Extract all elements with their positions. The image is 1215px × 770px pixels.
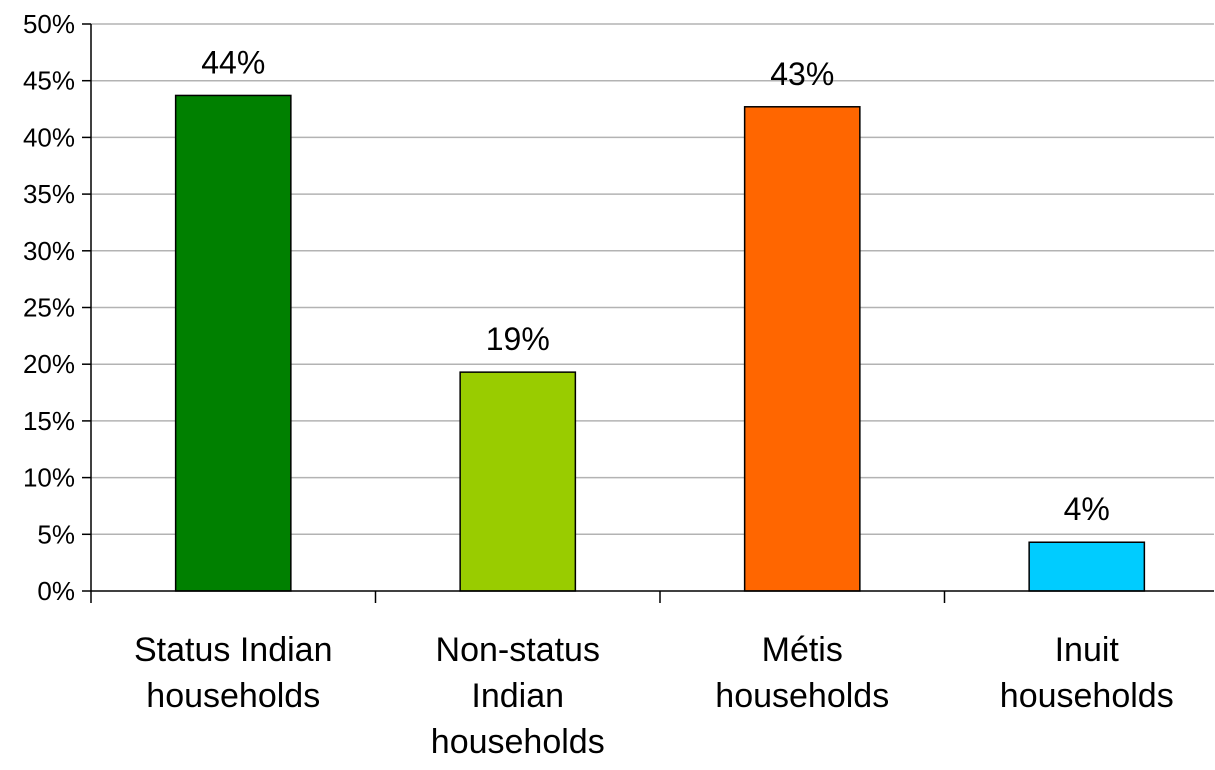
y-tick-label: 35% [23,179,75,209]
x-category-label-line: Non-status [436,631,600,669]
x-category-label-line: households [431,723,605,761]
x-category-label-line: households [146,677,320,715]
bars [174,94,1146,592]
x-category-label-line: Métis [762,631,843,669]
x-category-label-line: households [1000,677,1174,715]
data-label: 4% [1064,491,1110,527]
x-category-label: Status Indian households [134,631,332,715]
y-tick-label: 20% [23,349,75,379]
x-category-label-line: households [715,677,889,715]
x-category-label: Inuit households [1000,631,1174,715]
data-label: 19% [486,321,550,357]
x-category-label: Métis households [715,631,889,715]
y-tick-label: 15% [23,406,75,436]
y-tick-label: 45% [23,66,75,96]
bar [743,106,861,592]
bar [1028,541,1146,592]
y-tick-label: 50% [23,9,75,39]
axes [82,23,1214,603]
x-category-label-line: Status Indian [134,631,332,669]
y-tick-label: 0% [37,576,75,606]
y-tick-label: 5% [37,519,75,549]
labels: 0% 5% 10% 15% 20% 25% 30% 35% 40% 45% 50% 44% Status… [23,9,1174,761]
bar [174,94,292,592]
y-tick-label: 40% [23,122,75,152]
y-tick-label: 10% [23,463,75,493]
data-label: 44% [201,44,265,80]
y-tick-label: 25% [23,293,75,323]
x-category-label-line: Indian [471,677,564,715]
bar [459,371,577,592]
y-tick-label: 30% [23,236,75,266]
x-category-label-line: Inuit [1055,631,1120,669]
data-label: 43% [770,56,834,92]
x-category-label: Non-status Indian households [431,631,605,761]
